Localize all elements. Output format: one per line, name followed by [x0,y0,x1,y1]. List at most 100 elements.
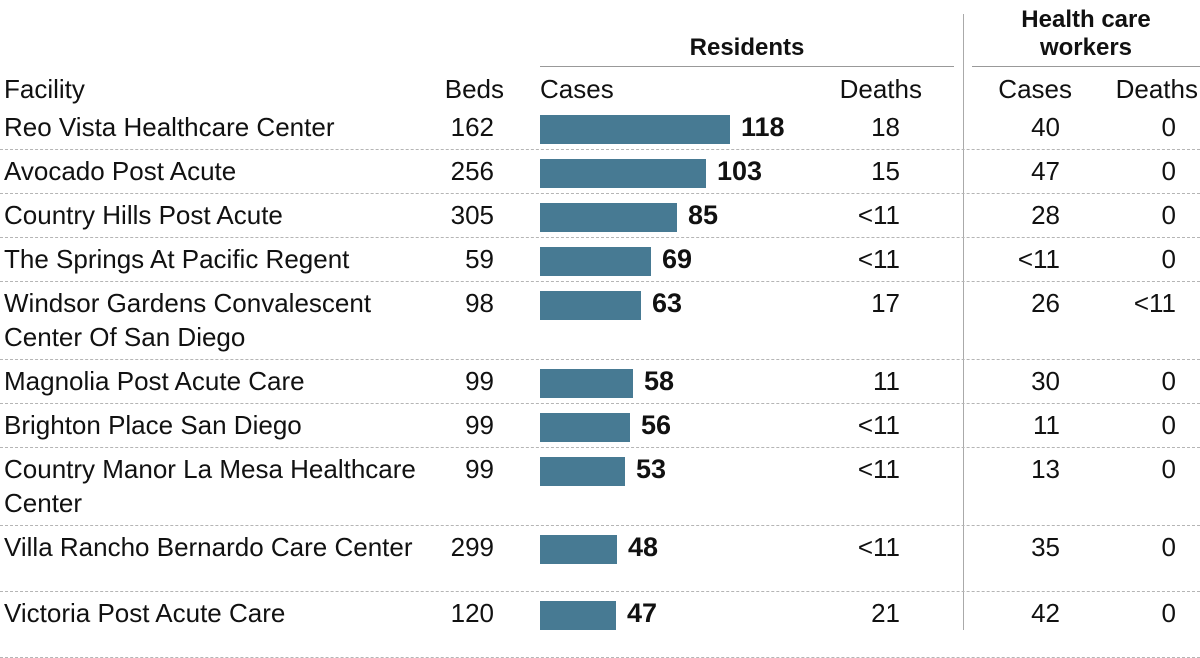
cases-bar-label: 118 [741,112,785,142]
cases-bar [540,159,706,188]
facility-name: The Springs At Pacific Regent [4,244,350,274]
hcw-cases-value: 11 [1033,410,1060,440]
resident-deaths-value: 21 [871,598,900,628]
row-divider [0,403,1200,404]
table-row: Magnolia Post Acute Care 99 11 30 0 58 [0,362,1200,404]
hcw-cases-value: 30 [1031,366,1060,396]
resident-deaths-value: <11 [857,454,900,484]
resident-deaths-value: <11 [857,410,900,440]
resident-deaths-value: <11 [857,200,900,230]
hcw-deaths-value: 0 [1161,156,1176,186]
resident-deaths-value: <11 [857,532,900,562]
facility-name: Country Hills Post Acute [4,200,283,230]
row-divider [0,193,1200,194]
table-row: Reo Vista Healthcare Center 162 18 40 0 118 [0,108,1200,150]
row-divider [0,237,1200,238]
table-row: Villa Rancho Bernardo Care Center 299 <11 3… [0,528,1200,592]
facility-name: Country Manor La Mesa Healthcare Center [4,454,416,518]
resident-deaths-value: 18 [871,112,900,142]
cases-bar-label: 85 [688,200,719,230]
facility-name: Villa Rancho Bernardo Care Center [4,532,413,562]
health-care-workers-group-header: Health care workers [1021,6,1151,61]
hcw-deaths-value: 0 [1161,112,1176,142]
cases-bar [540,369,633,398]
hcw-deaths-value: <11 [1133,288,1176,318]
hcw-deaths-column-header: Deaths [1115,74,1198,104]
hcw-cases-value: 26 [1031,288,1060,318]
hcw-cases-value: 28 [1031,200,1060,230]
resident-deaths-value: <11 [857,244,900,274]
beds-value: 305 [450,200,494,230]
resident-deaths-value: 15 [871,156,900,186]
hcw-deaths-value: 0 [1161,410,1176,440]
beds-value: 98 [465,288,494,318]
facility-column-header: Facility [4,74,85,104]
table-row: Avocado Post Acute 256 15 47 0 103 [0,152,1200,194]
cases-bar-label: 103 [717,156,763,186]
cases-bar [540,413,630,442]
hcw-cases-value: 35 [1031,532,1060,562]
row-divider [0,281,1200,282]
hcw-cases-value: <11 [1017,244,1060,274]
facility-name: Victoria Post Acute Care [4,598,286,628]
hcw-cases-value: 42 [1031,598,1060,628]
hcw-cases-value: 40 [1031,112,1060,142]
beds-value: 59 [465,244,494,274]
beds-value: 99 [465,410,494,440]
table-row: Victoria Post Acute Care 120 21 42 0 47 [0,594,1200,658]
table-row: Brighton Place San Diego 99 <11 11 0 56 [0,406,1200,448]
cases-bar-label: 69 [662,244,693,274]
cases-bar [540,457,625,486]
hcw-header-rule [972,66,1200,67]
row-divider [0,591,1200,592]
cases-bar [540,115,730,144]
beds-value: 299 [450,532,494,562]
resident-cases-column-header: Cases [540,74,614,104]
row-divider [0,525,1200,526]
resident-deaths-value: 17 [871,288,900,318]
facility-name: Reo Vista Healthcare Center [4,112,335,142]
beds-value: 99 [465,366,494,396]
cases-bar-label: 48 [628,532,659,562]
beds-value: 256 [450,156,494,186]
hcw-cases-value: 47 [1031,156,1060,186]
hcw-cases-value: 13 [1031,454,1060,484]
cases-bar [540,601,616,630]
cases-bar-label: 56 [641,410,672,440]
resident-deaths-value: 11 [873,366,900,396]
column-divider [963,14,964,630]
hcw-cases-column-header: Cases [998,74,1072,104]
cases-bar-label: 63 [652,288,683,318]
cases-bar [540,203,677,232]
residents-header-rule [540,66,954,67]
table-row: Country Manor La Mesa Healthcare Center 9… [0,450,1200,526]
row-divider [0,359,1200,360]
cases-bar [540,247,651,276]
facility-name: Magnolia Post Acute Care [4,366,305,396]
table-row: Country Hills Post Acute 305 <11 28 0 85 [0,196,1200,238]
facility-name: Windsor Gardens Convalescent Center Of S… [4,288,372,352]
beds-value: 162 [450,112,494,142]
beds-column-header: Beds [444,74,504,104]
resident-deaths-column-header: Deaths [839,74,922,104]
cases-bar-label: 58 [644,366,675,396]
hcw-deaths-value: 0 [1161,244,1176,274]
table-row: Windsor Gardens Convalescent Center Of S… [0,284,1200,360]
cases-bar-label: 47 [627,598,658,628]
cases-bar [540,291,641,320]
table-row: The Springs At Pacific Regent 59 <11 <11 0 69 [0,240,1200,282]
beds-value: 120 [450,598,494,628]
cases-bar [540,535,617,564]
row-divider [0,149,1200,150]
hcw-deaths-value: 0 [1161,200,1176,230]
residents-group-header: Residents [689,34,805,61]
cases-bar-label: 53 [636,454,667,484]
facility-name: Avocado Post Acute [4,156,237,186]
facility-name: Brighton Place San Diego [4,410,302,440]
row-divider [0,447,1200,448]
hcw-deaths-value: 0 [1161,598,1176,628]
hcw-deaths-value: 0 [1161,454,1176,484]
hcw-deaths-value: 0 [1161,366,1176,396]
hcw-deaths-value: 0 [1161,532,1176,562]
beds-value: 99 [465,454,494,484]
